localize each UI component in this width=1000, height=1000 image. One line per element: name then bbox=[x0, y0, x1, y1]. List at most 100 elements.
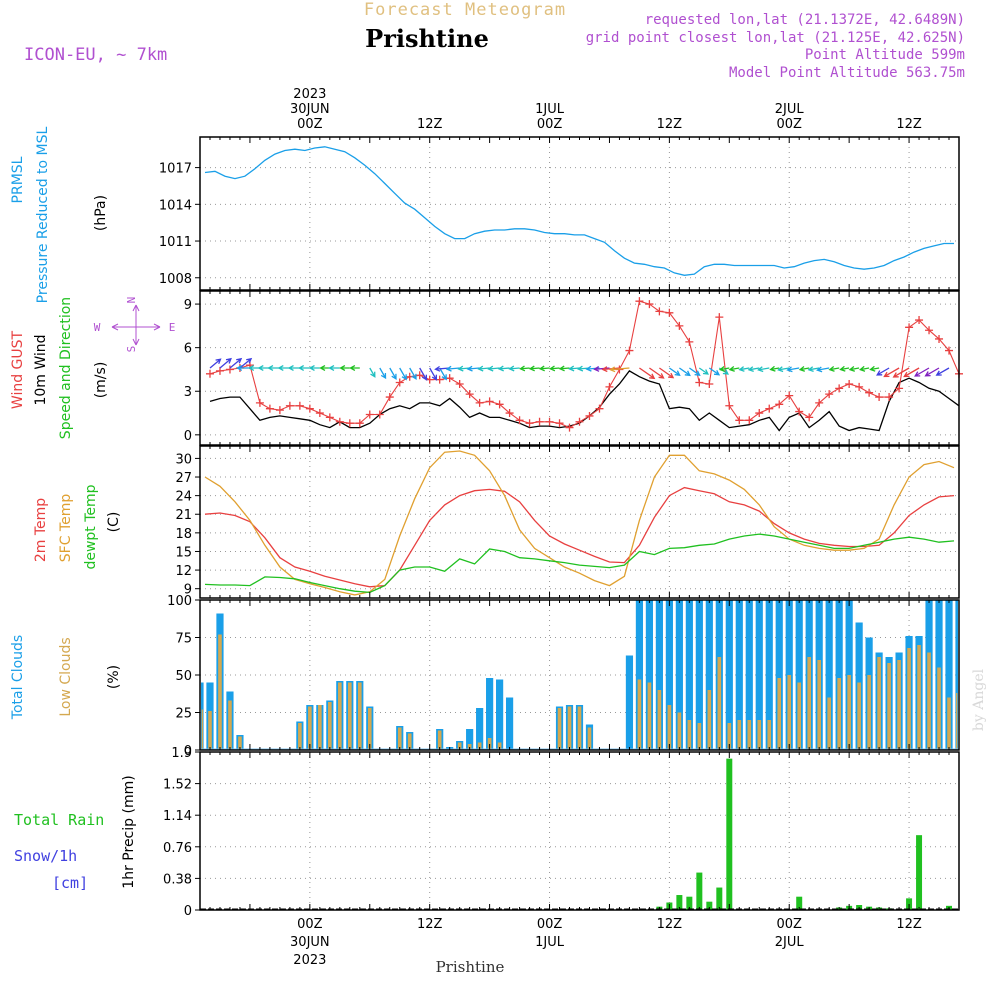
low-clouds-bar bbox=[577, 706, 582, 750]
y-tick-label: 25 bbox=[175, 707, 192, 722]
footer-location: Prishtine bbox=[436, 958, 505, 976]
low-clouds-bar bbox=[927, 652, 931, 750]
wind-gust-marker bbox=[355, 419, 364, 428]
low-clouds-bar bbox=[687, 720, 692, 750]
snow-label: Snow/1h bbox=[14, 847, 77, 865]
total-clouds-bar bbox=[655, 600, 663, 750]
total-clouds-bar bbox=[725, 600, 733, 750]
low-clouds-bar bbox=[757, 720, 762, 750]
wind-gust-marker bbox=[305, 404, 314, 413]
low-clouds-bar bbox=[837, 678, 841, 750]
wind-direction-arrow bbox=[708, 367, 721, 376]
pressure-label-desc: Pressure Reduced to MSL bbox=[35, 126, 51, 303]
low-clouds-bar bbox=[707, 690, 712, 750]
compass-w: W bbox=[94, 321, 101, 334]
wind-direction-arrow bbox=[209, 358, 222, 369]
wind-gust-marker bbox=[505, 409, 514, 418]
wind-direction-arrow bbox=[389, 367, 397, 380]
low-clouds-bar bbox=[657, 690, 662, 750]
low-clouds-bar bbox=[437, 730, 442, 750]
wind-direction-arrow bbox=[798, 365, 810, 372]
total-clouds-bar bbox=[635, 600, 644, 750]
wind-gust-marker bbox=[315, 409, 324, 418]
wind-direction-arrow bbox=[519, 365, 530, 372]
wind-gust-marker bbox=[345, 419, 354, 428]
rain-bar bbox=[706, 901, 713, 910]
wind-direction-arrow bbox=[747, 366, 760, 373]
wind-direction-arrow bbox=[379, 367, 387, 380]
low-clouds-bar bbox=[847, 675, 851, 750]
low-clouds-bar bbox=[218, 634, 222, 750]
wind-direction-arrow bbox=[858, 365, 870, 372]
total-clouds-bar bbox=[755, 600, 763, 750]
model-label: ICON-EU, ~ 7km bbox=[24, 45, 167, 65]
rain-bar bbox=[716, 887, 723, 910]
low-clouds-bar bbox=[298, 723, 302, 750]
low-clouds-bar bbox=[897, 660, 901, 750]
wind-gust-marker bbox=[385, 393, 394, 402]
y-tick-label: 24 bbox=[175, 490, 192, 505]
wind-direction-arrow bbox=[728, 365, 740, 372]
low-clouds-bar bbox=[777, 678, 782, 750]
wind-direction-arrow bbox=[669, 367, 681, 376]
wind-gust-marker bbox=[795, 407, 804, 416]
wind-direction-arrow bbox=[548, 365, 560, 372]
compass-cross bbox=[111, 304, 161, 346]
low-clouds-bar bbox=[338, 682, 342, 750]
wind-gust-marker bbox=[585, 411, 594, 420]
low-clouds-bar bbox=[947, 697, 951, 750]
wind-gust-marker bbox=[525, 419, 534, 428]
wind-gust-marker bbox=[205, 369, 214, 378]
wind-gust-marker bbox=[605, 382, 614, 391]
wind-speed-line bbox=[209, 370, 960, 432]
wind-direction-arrow bbox=[369, 367, 376, 378]
wind-gust-marker bbox=[445, 374, 454, 383]
rain-bar bbox=[676, 895, 683, 910]
total-clouds-bar bbox=[486, 678, 494, 750]
snow-unit-label: [cm] bbox=[52, 874, 88, 892]
wind-direction-arrow bbox=[777, 366, 790, 373]
wind-direction-arrow bbox=[869, 365, 880, 372]
total-clouds-bar bbox=[825, 600, 833, 750]
total-clouds-bar bbox=[625, 655, 634, 750]
wind-gust-marker bbox=[755, 409, 764, 418]
wind-direction-arrow bbox=[807, 366, 820, 373]
low-clouds-bar bbox=[956, 693, 958, 750]
wind-direction-arrow bbox=[828, 365, 840, 372]
low-clouds-bar bbox=[208, 711, 212, 750]
low-clouds-bar bbox=[497, 742, 502, 750]
y-tick-label: 0 bbox=[184, 904, 192, 919]
wind-direction-arrow bbox=[439, 367, 447, 381]
wind-gust-marker bbox=[805, 413, 814, 422]
wind-direction-arrow bbox=[738, 366, 750, 372]
wind-direction-arrow bbox=[236, 365, 250, 371]
bottom-time-label: 00Z bbox=[776, 917, 802, 932]
wind-direction-arrow bbox=[848, 365, 860, 372]
wind-gust-marker bbox=[595, 404, 604, 413]
top-time-label: 1JUL bbox=[535, 102, 565, 117]
wind-direction-arrow bbox=[876, 367, 890, 376]
y-tick-label: 0 bbox=[184, 429, 192, 444]
wind-direction-arrow bbox=[609, 366, 630, 373]
low-clouds-bar bbox=[647, 682, 652, 750]
wind-direction-arrow bbox=[593, 365, 610, 372]
wind-direction-arrow bbox=[409, 367, 417, 380]
temp-2m-label: 2m Temp bbox=[33, 498, 49, 562]
low-clouds-bar bbox=[767, 720, 772, 750]
wind-gust-marker bbox=[415, 371, 424, 380]
low-clouds-bar bbox=[717, 657, 722, 750]
compass-n: N bbox=[125, 297, 138, 304]
wind-gust-label: Wind GUST bbox=[10, 330, 26, 409]
bottom-time-label: 2JUL bbox=[775, 935, 805, 950]
wind-direction-arrow bbox=[659, 367, 675, 379]
sfc-temp-line bbox=[204, 450, 955, 596]
wind-gust-marker bbox=[695, 378, 704, 387]
total-clouds-bar bbox=[945, 600, 953, 750]
wind-direction-arrow bbox=[718, 365, 730, 372]
wind-gust-marker bbox=[255, 398, 264, 407]
total-clouds-bar bbox=[665, 600, 673, 750]
y-tick-label: 50 bbox=[175, 669, 192, 684]
top-time-label: 00Z bbox=[297, 117, 323, 132]
wind-gust-marker bbox=[865, 388, 874, 397]
low-clouds-bar bbox=[328, 702, 332, 750]
